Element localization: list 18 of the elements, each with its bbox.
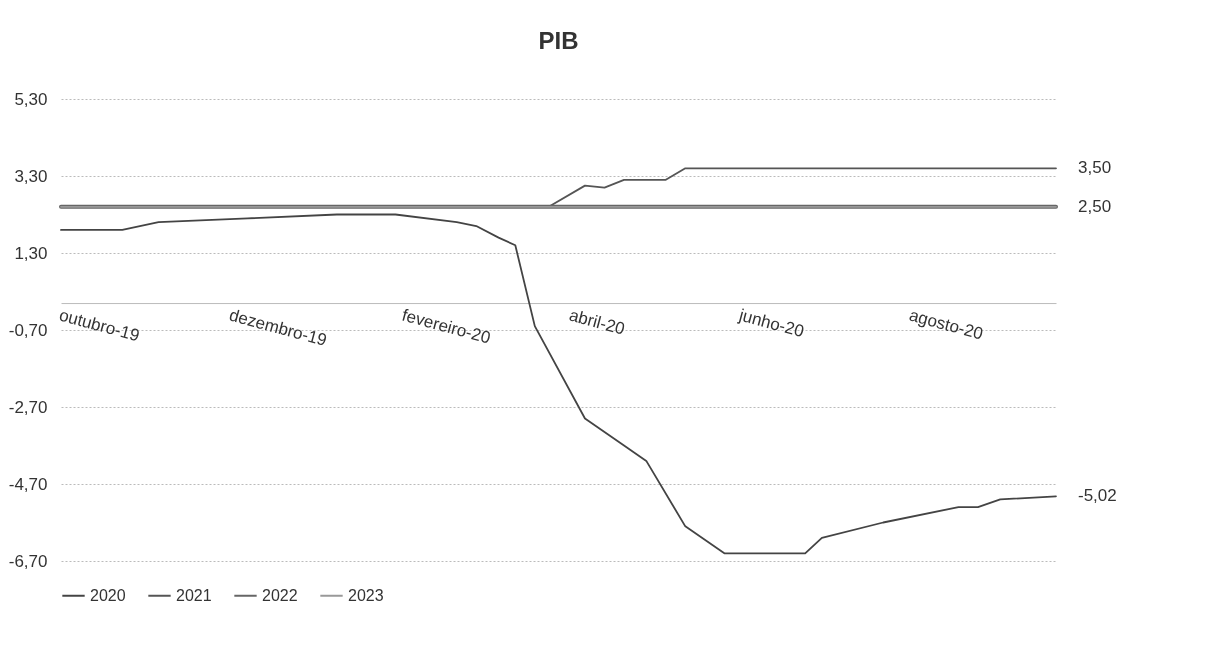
y-tick-label: -0,70 [8,320,48,340]
chart-title: PIB [538,27,579,54]
y-tick-label: 1,30 [14,243,48,263]
data-label: -5,02 [1078,486,1117,506]
x-tick-label: agosto-20 [907,305,986,344]
x-tick-label: abril-20 [567,305,627,339]
data-label: 3,50 [1078,158,1112,178]
legend-label: 2020 [90,586,126,604]
line-series [60,213,1057,555]
data-label: 2,50 [1078,196,1112,216]
legend-label: 2021 [176,586,212,604]
y-tick-label: -4,70 [8,474,48,494]
legend-label: 2023 [348,586,384,604]
y-tick-label: -6,70 [8,551,48,571]
legend-label: 2022 [262,586,298,604]
y-tick-label: 3,30 [14,166,48,186]
y-tick-label: -2,70 [8,397,48,417]
y-tick-label: 5,30 [14,89,48,109]
